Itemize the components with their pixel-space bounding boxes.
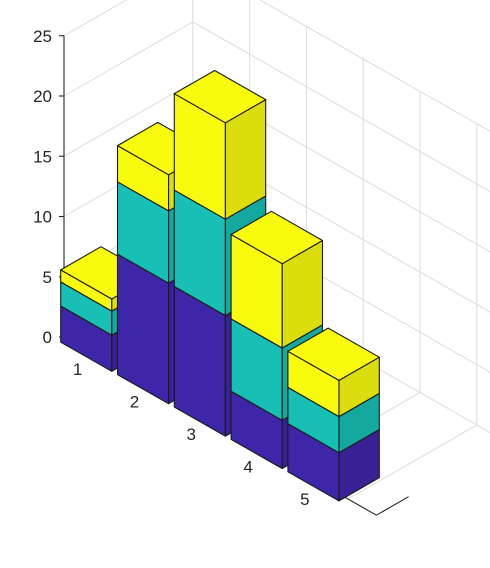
x-tick-label: 1 — [73, 360, 82, 379]
y-axis — [376, 496, 409, 516]
bar-top — [173, 69, 267, 124]
x-tick-label: 3 — [187, 425, 196, 444]
x-tick-label: 5 — [300, 490, 309, 509]
z-tick-label: 5 — [43, 268, 52, 287]
x-tick-label: 4 — [243, 457, 252, 476]
z-tick-label: 10 — [33, 208, 52, 227]
z-tick-label: 25 — [33, 27, 52, 46]
x-tick-label: 2 — [130, 393, 139, 412]
bar-top — [287, 327, 380, 381]
bar-top — [230, 210, 324, 265]
z-tick-label: 0 — [43, 328, 52, 347]
z-tick-label: 15 — [33, 147, 52, 166]
z-tick-label: 20 — [33, 87, 52, 106]
grid-line-floor — [347, 424, 478, 500]
grid-line-z — [63, 0, 490, 132]
bars — [60, 69, 380, 502]
tick-labels: 0 5 10 15 20 25 1 2 3 4 5 — [33, 27, 310, 509]
